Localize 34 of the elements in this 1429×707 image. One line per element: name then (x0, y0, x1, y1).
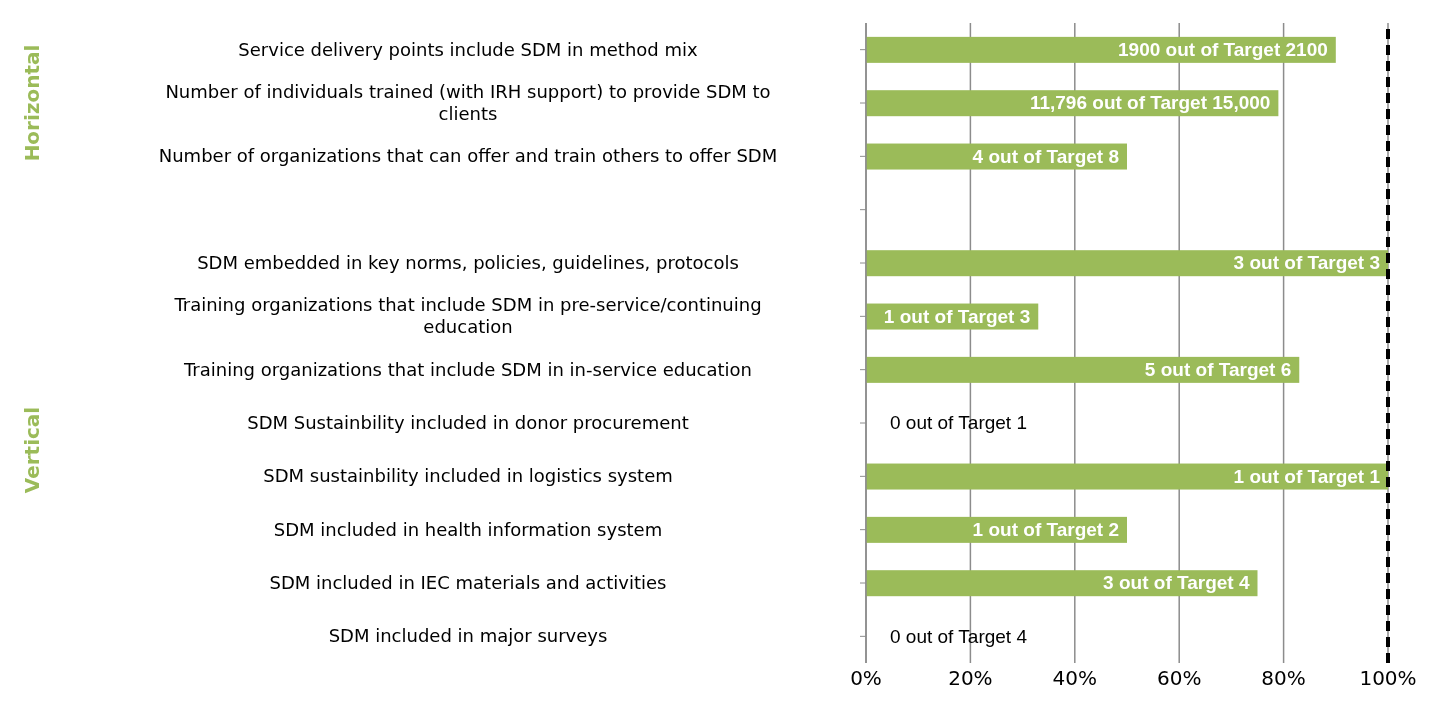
bar (866, 356, 1300, 383)
annotation: 0 out of Target 4 (890, 625, 1028, 647)
annotation: 3 out of Target 4 (1103, 572, 1250, 594)
y-tick-label: SDM sustainbility included in logistics system (263, 465, 673, 487)
annotation: 1 out of Target 1 (1233, 465, 1381, 487)
annotation: 11,796 out of Target 15,000 (1029, 92, 1271, 114)
annotation: 5 out of Target 6 (1144, 358, 1292, 380)
y-tick-label: Number of organizations that can offer and train others to offer SDM (158, 145, 778, 167)
y-tick-label: SDM included in health information system (273, 518, 663, 540)
bar (866, 250, 1388, 277)
y-tick-label: SDM Sustainbility included in donor procurement (247, 412, 689, 433)
y-tick-label: Training organizations that include SDM in pre-service/continuing education (173, 294, 762, 338)
y-tick-label: Number of individuals trained (with IRH support) to provide SDM to clients (165, 81, 771, 124)
x-tick-label: 40% (1052, 666, 1098, 691)
y-tick-label: SDM embedded in key norms, policies, guidelines, protocols (197, 252, 739, 273)
x-tick-label: 60% (1156, 666, 1202, 691)
annotation: 4 out of Target 8 (972, 145, 1119, 167)
y-tick-label: SDM included in major surveys (328, 625, 608, 647)
y-tick-label: Training organizations that include SDM in in-service education (182, 358, 753, 380)
annotation: 1900 out of Target 2100 (1118, 38, 1328, 60)
text: Horizontal (20, 44, 44, 162)
x-tick-label: 80% (1261, 666, 1306, 691)
y-tick-label: SDM included in IEC materials and activities (269, 572, 667, 593)
text: Vertical (20, 406, 44, 493)
annotation: 0 out of Target 1 (890, 412, 1027, 434)
x-tick-label: 20% (948, 666, 993, 691)
x-tick-label: 0% (850, 666, 882, 691)
annotation: 1 out of Target 2 (972, 518, 1119, 540)
bar (866, 463, 1388, 490)
y-tick-label: Service delivery points include SDM in method mix (238, 38, 698, 60)
annotation: 3 out of Target 3 (1233, 252, 1380, 274)
annotation: 1 out of Target 3 (883, 305, 1031, 327)
bar (866, 570, 1258, 597)
x-tick-label: 100% (1359, 666, 1417, 691)
